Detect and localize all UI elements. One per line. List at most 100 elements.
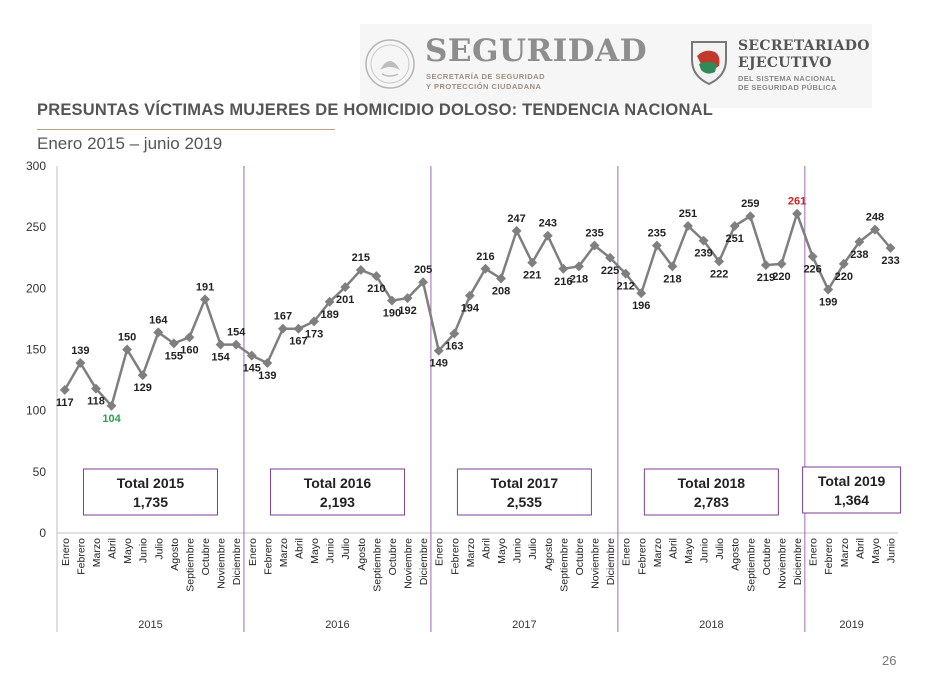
data-point xyxy=(449,328,460,339)
data-point xyxy=(792,208,802,219)
data-point xyxy=(573,261,584,272)
x-tick-label: Marzo xyxy=(652,538,664,567)
data-point xyxy=(854,236,865,247)
data-point xyxy=(838,258,849,269)
data-label: 238 xyxy=(850,249,868,261)
data-label: 191 xyxy=(196,281,214,293)
x-tick-label: Agosto xyxy=(169,538,181,571)
x-tick-label: Febrero xyxy=(449,538,461,575)
data-label: 145 xyxy=(243,363,261,375)
data-point xyxy=(200,294,210,305)
x-tick-label: Octubre xyxy=(387,538,399,576)
data-label: 208 xyxy=(492,286,510,298)
x-tick-label: Septiembre xyxy=(184,538,196,592)
data-point xyxy=(620,268,631,279)
total-box xyxy=(82,468,218,516)
x-tick-label: Noviembre xyxy=(403,538,415,589)
page-title: PRESUNTAS VÍCTIMAS MUJERES DE HOMICIDIO … xyxy=(37,101,713,119)
seguridad-subtitle-line2: Y PROTECCIÓN CIUDADANA xyxy=(426,82,542,91)
x-tick-label: Abril xyxy=(480,538,492,559)
data-point xyxy=(433,345,444,356)
data-point xyxy=(870,224,880,235)
data-label: 216 xyxy=(554,276,572,288)
series-line xyxy=(63,209,892,409)
data-label: 139 xyxy=(71,345,89,357)
total-box-title: Total 2016 xyxy=(304,475,372,491)
data-point xyxy=(885,243,896,253)
data-point xyxy=(355,265,366,275)
mexico-seal-icon xyxy=(365,39,415,89)
x-tick-label: Enero xyxy=(434,538,446,566)
title-rule xyxy=(37,129,335,130)
x-tick-label: Junio xyxy=(699,538,711,563)
data-point xyxy=(387,295,397,306)
x-tick-label: Septiembre xyxy=(371,538,383,592)
data-label: 235 xyxy=(648,228,666,240)
data-label: 225 xyxy=(601,265,619,277)
data-point xyxy=(293,323,304,334)
data-point xyxy=(153,327,164,338)
y-tick-label: 150 xyxy=(26,343,46,357)
x-tick-label: Junio xyxy=(325,538,337,563)
data-label: 248 xyxy=(866,212,884,224)
data-label: 239 xyxy=(694,248,712,260)
page-subtitle: Enero 2015 – junio 2019 xyxy=(37,134,223,153)
x-tick-label: Octubre xyxy=(574,538,586,576)
x-tick-label: Julio xyxy=(340,538,352,560)
x-tick-label: Junio xyxy=(886,538,898,563)
x-tick-label: Marzo xyxy=(91,538,103,567)
x-tick-label: Febrero xyxy=(75,538,87,575)
total-box xyxy=(269,468,405,516)
x-tick-label: Junio xyxy=(512,538,524,563)
data-label: 155 xyxy=(165,350,183,362)
data-label: 129 xyxy=(134,382,152,394)
data-point xyxy=(605,252,616,263)
data-label: 173 xyxy=(305,328,323,340)
y-tick-label: 300 xyxy=(26,159,46,173)
y-tick-label: 0 xyxy=(39,526,46,540)
x-tick-label: Noviembre xyxy=(216,538,228,589)
x-tick-label: Mayo xyxy=(870,538,882,564)
data-label: 210 xyxy=(367,283,385,295)
x-tick-label: Diciembre xyxy=(231,538,243,585)
data-label: 104 xyxy=(102,413,121,425)
data-label: 226 xyxy=(803,264,821,276)
x-tick-label: Septiembre xyxy=(558,538,570,592)
data-label: 218 xyxy=(570,273,588,285)
x-tick-label: Enero xyxy=(60,538,72,566)
data-point xyxy=(371,271,382,282)
total-box-title: Total 2015 xyxy=(117,475,185,491)
total-box xyxy=(643,468,779,516)
year-label: 2017 xyxy=(512,619,536,631)
data-point xyxy=(527,257,538,268)
x-tick-label: Julio xyxy=(527,538,539,560)
year-label: 2015 xyxy=(138,619,162,631)
secretariado-title-line1: SECRETARIADO xyxy=(738,38,870,54)
y-tick-label: 200 xyxy=(26,281,46,295)
data-label: 222 xyxy=(710,268,728,280)
data-point xyxy=(137,370,148,381)
data-label: 251 xyxy=(726,233,744,245)
data-point xyxy=(262,358,273,368)
data-point xyxy=(714,256,725,267)
data-point xyxy=(542,230,553,241)
data-label: 215 xyxy=(352,252,370,264)
total-box-value: 1,735 xyxy=(133,494,168,510)
x-tick-label: Abril xyxy=(293,538,305,559)
data-label: 154 xyxy=(211,352,230,364)
data-point xyxy=(277,323,288,334)
total-box-title: Total 2019 xyxy=(818,473,886,489)
data-label: 139 xyxy=(258,370,276,382)
x-tick-label: Mayo xyxy=(122,538,134,564)
x-tick-label: Abril xyxy=(107,538,119,559)
x-tick-label: Enero xyxy=(621,538,633,566)
data-label: 199 xyxy=(819,297,837,309)
data-point xyxy=(215,339,226,350)
data-point xyxy=(184,332,195,343)
data-point xyxy=(418,277,429,288)
x-tick-label: Julio xyxy=(153,538,165,560)
data-label: 243 xyxy=(539,218,557,230)
data-label: 154 xyxy=(227,327,246,339)
